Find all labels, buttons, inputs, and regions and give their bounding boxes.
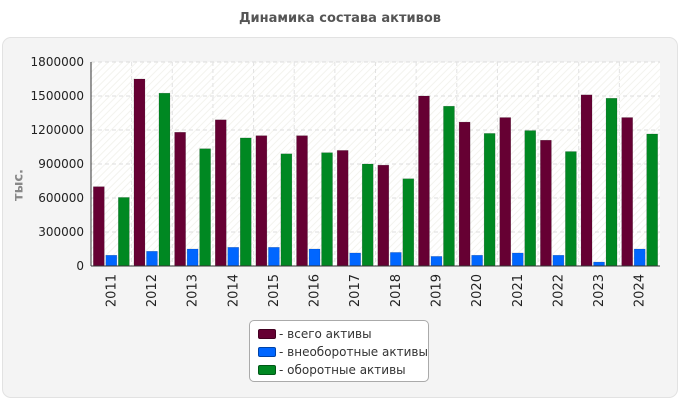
legend-item-noncurrent: - внеоборотные активы	[258, 343, 428, 361]
x-tick-label: 2015	[267, 274, 282, 307]
bar-noncurrent-2012	[146, 251, 158, 267]
bar-noncurrent-2018	[390, 252, 402, 267]
bar-current-2013	[199, 148, 211, 267]
bar-total-2014	[215, 119, 227, 267]
bar-current-2018	[402, 178, 415, 267]
y-tick-label: 0	[76, 259, 84, 273]
x-tick-label: 2020	[470, 274, 485, 307]
x-tick-label: 2022	[551, 274, 566, 307]
bar-noncurrent-2013	[186, 248, 199, 267]
bar-total-2015	[255, 135, 268, 267]
bar-total-2012	[133, 78, 146, 267]
x-tick-label: 2023	[592, 274, 607, 307]
x-tick-label: 2016	[308, 274, 323, 307]
bar-current-2020	[483, 133, 496, 267]
legend-label-current: - оборотные активы	[279, 363, 406, 377]
bar-current-2024	[646, 133, 658, 267]
x-tick-label: 2013	[186, 274, 201, 307]
y-tick-label: 1800000	[31, 55, 84, 69]
x-tick-label: 2021	[511, 274, 526, 307]
x-tick-label: 2018	[389, 274, 404, 307]
bar-current-2017	[361, 163, 374, 267]
bar-total-2019	[418, 95, 430, 267]
x-tick-label: 2017	[348, 274, 363, 307]
bar-noncurrent-2020	[471, 254, 483, 267]
bar-total-2016	[296, 135, 308, 267]
legend-item-current: - оборотные активы	[258, 361, 428, 379]
x-tick-label: 2012	[145, 274, 160, 307]
bar-current-2014	[240, 137, 252, 267]
y-axis-title: тыс.	[10, 165, 28, 205]
bar-current-2012	[158, 92, 171, 267]
x-tick-label: 2014	[226, 274, 241, 307]
x-tick-label: 2019	[429, 274, 444, 307]
bar-noncurrent-2017	[349, 252, 361, 267]
legend-swatch-current	[258, 365, 276, 375]
chart-title: Динамика состава активов	[238, 11, 442, 26]
bar-current-2015	[280, 153, 293, 267]
bar-total-2017	[336, 150, 349, 267]
y-axis-title-text: тыс.	[11, 169, 27, 201]
bar-current-2011	[118, 197, 130, 267]
bar-noncurrent-2015	[268, 247, 280, 267]
legend: - всего активы - внеоборотные активы - о…	[249, 320, 429, 382]
bar-total-2018	[377, 164, 390, 267]
bar-total-2023	[580, 94, 593, 267]
bar-current-2021	[524, 130, 536, 267]
legend-swatch-total	[258, 329, 276, 339]
bar-current-2019	[443, 105, 455, 267]
y-tick-label: 1200000	[31, 123, 84, 137]
bar-total-2013	[174, 132, 186, 267]
bar-noncurrent-2014	[227, 247, 239, 267]
y-tick-label: 600000	[38, 191, 84, 205]
bar-current-2022	[565, 151, 577, 267]
bar-current-2016	[321, 152, 333, 267]
bar-total-2021	[499, 117, 511, 267]
legend-label-total: - всего активы	[279, 327, 372, 341]
x-tick-label: 2011	[104, 274, 119, 307]
bar-total-2020	[458, 121, 471, 267]
bar-noncurrent-2022	[552, 254, 565, 267]
x-tick-label: 2024	[633, 274, 648, 307]
bar-total-2022	[540, 139, 552, 267]
legend-swatch-noncurrent	[258, 347, 276, 357]
bar-total-2011	[93, 186, 105, 267]
bar-current-2023	[605, 98, 618, 267]
bar-total-2024	[621, 117, 633, 267]
legend-item-total: - всего активы	[258, 325, 428, 343]
y-tick-label: 1500000	[31, 89, 84, 103]
bar-noncurrent-2024	[633, 248, 646, 267]
y-tick-label: 900000	[38, 157, 84, 171]
bar-noncurrent-2021	[512, 252, 524, 267]
bar-noncurrent-2019	[430, 256, 443, 267]
legend-label-noncurrent: - внеоборотные активы	[279, 345, 428, 359]
bar-noncurrent-2023	[593, 261, 605, 267]
bar-noncurrent-2016	[308, 248, 321, 267]
y-tick-label: 300000	[38, 225, 84, 239]
bar-noncurrent-2011	[105, 254, 118, 267]
